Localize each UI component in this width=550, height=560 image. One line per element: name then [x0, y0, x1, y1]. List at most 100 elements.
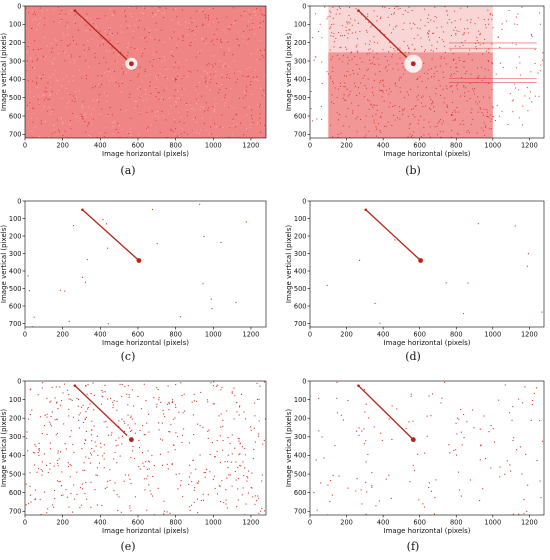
- noise-dot: [208, 8, 210, 10]
- noise-dot: [215, 385, 217, 387]
- noise-dot: [223, 502, 225, 504]
- x-tick-label: 200: [56, 519, 69, 527]
- noise-dot: [440, 119, 442, 121]
- noise-dot: [88, 123, 90, 125]
- noise-dot: [51, 90, 53, 92]
- noise-dot: [455, 32, 457, 34]
- noise-dot: [104, 92, 106, 94]
- noise-dot: [68, 394, 70, 396]
- noise-dot: [478, 30, 480, 32]
- noise-layer: [27, 203, 247, 327]
- noise-dot: [164, 416, 166, 418]
- noise-dot: [72, 416, 74, 418]
- noise-dot: [156, 51, 158, 53]
- noise-dot: [397, 69, 399, 71]
- noise-dot: [149, 85, 151, 87]
- noise-dot: [537, 72, 539, 74]
- noise-dot: [158, 396, 160, 399]
- y-tick-label: 0: [302, 2, 306, 10]
- noise-dot: [228, 47, 230, 49]
- y-tick-label: 700: [9, 131, 22, 139]
- noise-dot: [446, 104, 448, 106]
- noise-dot: [41, 474, 43, 476]
- noise-dot: [399, 77, 401, 79]
- noise-dot: [495, 73, 497, 75]
- noise-dot: [181, 77, 183, 79]
- noise-dot: [220, 413, 222, 415]
- noise-dot: [220, 46, 222, 48]
- noise-dot: [536, 387, 538, 389]
- noise-dot: [210, 41, 212, 43]
- noise-dot: [111, 34, 113, 36]
- noise-dot: [36, 118, 38, 120]
- noise-dot: [196, 98, 198, 100]
- noise-dot: [380, 116, 382, 118]
- noise-dot: [459, 60, 461, 62]
- noise-dot: [466, 131, 468, 133]
- noise-dot: [182, 40, 184, 42]
- noise-dot: [238, 43, 240, 45]
- noise-dot: [194, 117, 196, 119]
- noise-dot: [332, 17, 334, 19]
- noise-dot: [127, 131, 129, 133]
- noise-dot: [81, 104, 83, 106]
- noise-dot: [96, 99, 98, 101]
- noise-dot: [376, 109, 378, 111]
- noise-dot: [442, 31, 444, 33]
- noise-dot: [442, 120, 444, 122]
- noise-dot: [182, 434, 184, 436]
- noise-dot: [469, 82, 471, 84]
- noise-dot: [329, 15, 331, 17]
- noise-dot: [140, 51, 142, 53]
- noise-dot: [46, 110, 48, 112]
- y-tick-label: 400: [294, 76, 307, 84]
- noise-dot: [191, 107, 193, 109]
- noise-dot: [43, 424, 46, 427]
- noise-dot: [119, 136, 121, 138]
- noise-dot: [336, 9, 338, 11]
- noise-dot: [203, 122, 205, 124]
- noise-dot: [375, 113, 377, 115]
- noise-dot: [326, 284, 328, 286]
- noise-dot: [434, 497, 436, 499]
- noise-dot: [59, 480, 61, 482]
- noise-dot: [479, 459, 481, 461]
- noise-dot: [541, 440, 544, 442]
- noise-dot: [332, 67, 334, 69]
- noise-dot: [225, 32, 227, 34]
- noise-dot: [449, 86, 451, 88]
- noise-dot: [455, 34, 457, 36]
- noise-dot: [91, 123, 93, 125]
- noise-dot: [339, 35, 341, 37]
- noise-dot: [340, 46, 342, 48]
- noise-dot: [365, 43, 367, 45]
- noise-dot: [424, 25, 426, 27]
- noise-dot: [111, 76, 113, 78]
- noise-dot: [207, 19, 209, 21]
- noise-dot: [231, 434, 233, 436]
- noise-dot: [47, 98, 49, 100]
- noise-dot: [176, 15, 178, 17]
- noise-dot: [152, 475, 154, 477]
- noise-dot: [213, 98, 215, 100]
- noise-dot: [478, 75, 480, 77]
- noise-dot: [450, 74, 452, 76]
- noise-dot: [26, 431, 28, 433]
- noise-dot: [57, 79, 59, 81]
- noise-dot: [74, 91, 76, 93]
- noise-dot: [482, 43, 484, 45]
- noise-dot: [522, 124, 524, 126]
- noise-dot: [359, 119, 361, 121]
- noise-dot: [99, 36, 101, 38]
- y-tick-label: 400: [294, 267, 307, 275]
- noise-dot: [532, 399, 534, 402]
- noise-dot: [359, 57, 361, 59]
- noise-dot: [329, 500, 331, 503]
- noise-dot: [454, 119, 456, 121]
- y-tick-label: 700: [9, 508, 22, 516]
- noise-dot: [154, 115, 156, 117]
- noise-dot: [446, 10, 448, 12]
- x-tick-label: 200: [340, 142, 353, 150]
- noise-dot: [355, 31, 357, 33]
- noise-dot: [79, 487, 81, 489]
